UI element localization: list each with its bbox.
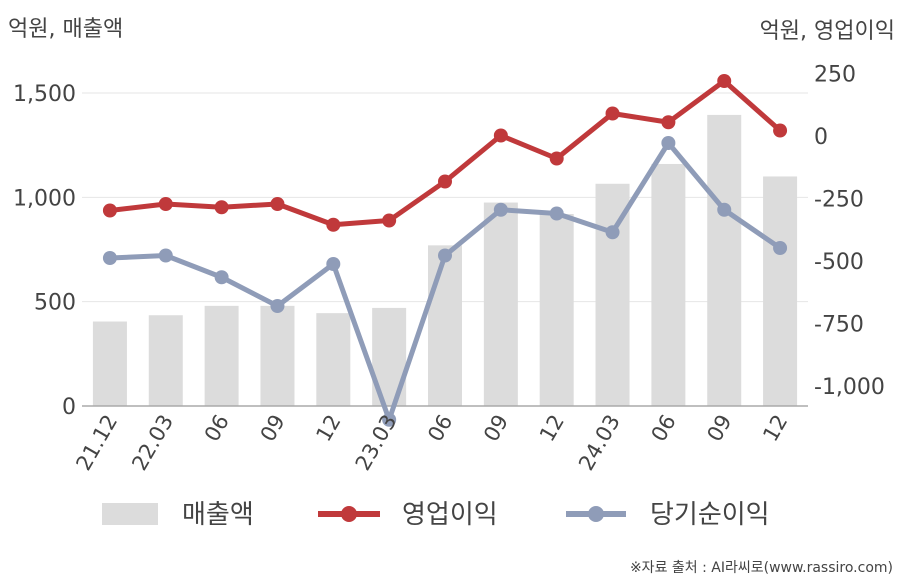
- right-axis-title: 억원, 영업이익: [760, 19, 895, 44]
- bar-sales: [316, 313, 351, 406]
- point-operating-profit: [773, 123, 788, 138]
- point-net-income: [549, 206, 564, 221]
- legend-marker-net-income: [588, 506, 604, 522]
- point-operating-profit: [717, 74, 732, 88]
- bar-sales: [260, 305, 295, 406]
- source-note: ※자료 출처 : AI라씨로(www.rassiro.com): [630, 560, 893, 576]
- right-y-tick-label: -1,000: [814, 375, 885, 400]
- point-operating-profit: [326, 217, 341, 232]
- left-y-axis-ticks: 0 500 1,000 1,500: [13, 82, 76, 420]
- bar-sales: [204, 305, 239, 406]
- point-operating-profit: [270, 197, 285, 211]
- left-y-tick-label: 500: [34, 291, 76, 316]
- left-y-tick-label: 1,000: [13, 186, 76, 211]
- point-net-income: [214, 270, 229, 285]
- left-y-tick-label: 0: [62, 395, 76, 420]
- legend-label-net-income: 당기순이익: [650, 500, 770, 530]
- bar-sales: [428, 245, 462, 406]
- x-tick-label: 06: [647, 411, 681, 446]
- bar-sales: [763, 176, 798, 406]
- bar-series: [92, 114, 798, 406]
- point-net-income: [270, 299, 285, 313]
- x-tick-label: 12: [311, 411, 345, 446]
- bar-sales: [651, 163, 686, 406]
- right-y-tick-label: 250: [814, 63, 856, 88]
- point-net-income: [717, 202, 732, 217]
- point-net-income: [773, 241, 788, 255]
- x-tick-label: 12: [758, 411, 792, 446]
- right-y-tick-label: -250: [814, 188, 864, 213]
- point-operating-profit: [438, 174, 452, 189]
- point-net-income: [438, 248, 452, 263]
- x-tick-label: 23.03: [351, 411, 402, 475]
- right-y-tick-label: -500: [814, 250, 864, 275]
- bar-sales: [92, 321, 127, 406]
- legend-marker-operating-profit: [341, 506, 357, 522]
- point-net-income: [661, 136, 676, 150]
- x-tick-label: 06: [423, 411, 457, 446]
- point-operating-profit: [549, 151, 564, 166]
- bar-sales: [539, 214, 574, 406]
- point-net-income: [326, 257, 341, 271]
- point-net-income: [102, 251, 117, 265]
- x-axis-ticks: 21.12 22.03 06 09 12 23.03 06 09 12 24.03 06 09 12: [71, 411, 792, 475]
- point-operating-profit: [158, 197, 173, 211]
- bar-sales: [483, 202, 518, 406]
- point-net-income: [158, 248, 173, 263]
- line-series: [102, 74, 788, 427]
- point-operating-profit: [605, 106, 620, 121]
- point-operating-profit: [493, 128, 508, 143]
- point-net-income: [605, 225, 620, 240]
- point-operating-profit: [102, 203, 117, 218]
- x-tick-label: 21.12: [71, 411, 122, 475]
- x-tick-label: 12: [535, 411, 569, 446]
- legend-label-operating-profit: 영업이익: [402, 500, 498, 530]
- point-operating-profit: [382, 213, 397, 228]
- bar-sales: [595, 183, 630, 406]
- point-net-income: [493, 202, 508, 217]
- point-net-income: [382, 412, 397, 427]
- x-tick-label: 09: [256, 411, 290, 446]
- legend-label-sales: 매출액: [182, 500, 254, 530]
- point-operating-profit: [214, 200, 229, 215]
- legend-swatch-sales: [102, 503, 158, 525]
- bar-sales: [148, 315, 183, 406]
- left-axis-title: 억원, 매출액: [8, 17, 123, 42]
- x-tick-label: 22.03: [127, 411, 178, 475]
- right-y-tick-label: -750: [814, 313, 864, 338]
- right-y-axis-ticks: 250 0 -250 -500 -750 -1,000: [814, 63, 885, 401]
- right-y-tick-label: 0: [814, 125, 828, 150]
- bar-sales: [707, 114, 742, 406]
- x-tick-label: 24.03: [574, 411, 625, 475]
- legend: 매출액 영업이익 당기순이익: [102, 500, 770, 530]
- left-y-tick-label: 1,500: [13, 82, 76, 107]
- point-operating-profit: [661, 115, 676, 130]
- x-tick-label: 09: [479, 411, 513, 446]
- x-tick-label: 09: [702, 411, 736, 446]
- x-tick-label: 06: [200, 411, 234, 446]
